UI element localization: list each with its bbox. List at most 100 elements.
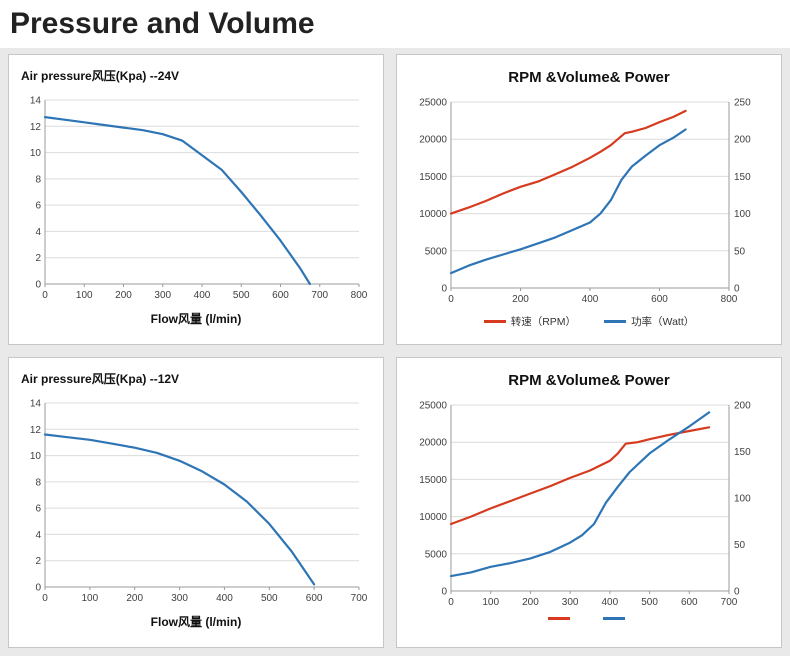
svg-text:10: 10	[30, 148, 42, 159]
svg-text:2: 2	[35, 556, 41, 567]
svg-text:15000: 15000	[419, 172, 447, 183]
svg-text:50: 50	[734, 540, 746, 551]
charts-grid: Air pressure风压(Kpa) --24V 0 2 4 6 8 10 12 14 0 10…	[0, 48, 790, 656]
chart-pressure-12v: 0 2 4 6 8 10 12 14 0 100 200 300 400 500 600 700	[30, 399, 368, 605]
svg-text:200: 200	[522, 597, 539, 608]
power-line-swatch	[604, 320, 627, 323]
power-line-swatch-12v	[603, 617, 625, 620]
legend-item-rpm: 转速（RPM）	[483, 314, 577, 329]
series-lines	[43, 116, 311, 286]
svg-text:0: 0	[42, 290, 48, 301]
svg-text:8: 8	[35, 477, 41, 488]
chart-pressure-24v: 0 2 4 6 8 10 12 14 0 100 200 300 400 500 600 700 800	[30, 96, 368, 302]
svg-text:200: 200	[734, 401, 751, 412]
svg-text:5000: 5000	[425, 246, 448, 257]
gridlines	[44, 99, 360, 287]
chart-title-rpm-power-12v: RPM &Volume& Power	[508, 372, 670, 389]
legend-rpm-power-12v	[405, 617, 773, 620]
svg-text:100: 100	[482, 597, 499, 608]
svg-text:100: 100	[734, 209, 751, 220]
axis-tick-labels: 0 2 4 6 8 10 12 14 0 100 200 300 400 500 600 700 800	[30, 96, 368, 302]
svg-text:15000: 15000	[419, 475, 447, 486]
svg-text:0: 0	[441, 284, 447, 295]
chart-rpm-power-24v: 0 5000 10000 15000 20000 25000 0 50 100 150 200 250…	[419, 98, 751, 306]
series-power-12v	[449, 411, 711, 578]
svg-text:700: 700	[721, 597, 738, 608]
svg-text:250: 250	[734, 98, 751, 109]
svg-text:400: 400	[194, 290, 211, 301]
svg-text:500: 500	[261, 593, 278, 604]
series-lines	[449, 109, 687, 275]
svg-text:0: 0	[734, 284, 740, 295]
panel-rpm-power-24v: RPM &Volume& Power 0 5000 10000 15000 20000 2…	[396, 54, 782, 345]
series-air-pressure-12v	[43, 433, 316, 586]
gridlines	[44, 402, 360, 590]
svg-text:500: 500	[233, 290, 250, 301]
series-power-24v	[449, 128, 687, 275]
svg-text:200: 200	[734, 135, 751, 146]
svg-text:800: 800	[721, 294, 738, 305]
series-lines	[449, 411, 711, 578]
svg-text:25000: 25000	[419, 98, 447, 109]
svg-text:0: 0	[448, 294, 454, 305]
axis-tick-labels: 0 5000 10000 15000 20000 25000 0 50 100 150 200 250…	[419, 98, 751, 306]
svg-text:600: 600	[681, 597, 698, 608]
svg-text:600: 600	[272, 290, 289, 301]
svg-text:100: 100	[734, 494, 751, 505]
svg-text:12: 12	[30, 122, 42, 133]
svg-text:10000: 10000	[419, 209, 447, 220]
svg-text:200: 200	[512, 294, 529, 305]
chart-title-pressure-12v: Air pressure风压(Kpa) --12V	[21, 372, 180, 386]
legend-item-rpm-12v	[548, 617, 575, 620]
chart-rpm-power-12v: 0 5000 10000 15000 20000 25000 0 50 100 150 200 0 10…	[419, 401, 751, 609]
series-rpm-12v	[449, 426, 711, 526]
svg-text:6: 6	[35, 201, 41, 212]
svg-text:300: 300	[562, 597, 579, 608]
gridlines	[450, 101, 730, 291]
svg-text:200: 200	[126, 593, 143, 604]
svg-text:0: 0	[42, 593, 48, 604]
svg-text:0: 0	[734, 587, 740, 598]
svg-text:200: 200	[115, 290, 132, 301]
svg-text:25000: 25000	[419, 401, 447, 412]
legend-label-rpm: 转速（RPM）	[510, 316, 577, 328]
legend-item-power: 功率（Watt）	[604, 314, 694, 329]
svg-text:150: 150	[734, 172, 751, 183]
svg-text:14: 14	[30, 96, 42, 107]
gridlines	[450, 404, 730, 594]
svg-text:5000: 5000	[425, 549, 448, 560]
chart-title-rpm-power-24v: RPM &Volume& Power	[508, 69, 670, 86]
svg-text:500: 500	[641, 597, 658, 608]
svg-text:700: 700	[311, 290, 328, 301]
svg-text:12: 12	[30, 425, 42, 436]
svg-text:400: 400	[582, 294, 599, 305]
svg-text:300: 300	[171, 593, 188, 604]
svg-text:400: 400	[602, 597, 619, 608]
series-lines	[43, 433, 316, 586]
series-rpm-24v	[449, 109, 687, 215]
svg-text:600: 600	[306, 593, 323, 604]
svg-text:800: 800	[351, 290, 368, 301]
svg-text:700: 700	[351, 593, 368, 604]
svg-text:0: 0	[35, 583, 41, 594]
svg-text:100: 100	[82, 593, 99, 604]
svg-text:10: 10	[30, 451, 42, 462]
rpm-line-swatch	[483, 320, 506, 323]
xaxis-label-pressure-24v: Flow风量 (l/min)	[150, 312, 242, 326]
xaxis-label-pressure-12v: Flow风量 (l/min)	[150, 615, 242, 629]
svg-text:4: 4	[35, 227, 41, 238]
axis-tick-labels: 0 5000 10000 15000 20000 25000 0 50 100 150 200 0 10…	[419, 401, 751, 609]
legend-item-power-12v	[603, 617, 630, 620]
svg-text:10000: 10000	[419, 512, 447, 523]
svg-text:2: 2	[35, 253, 41, 264]
panel-pressure-24v: Air pressure风压(Kpa) --24V 0 2 4 6 8 10 12 14 0 10…	[8, 54, 384, 345]
svg-text:6: 6	[35, 504, 41, 515]
svg-text:20000: 20000	[419, 438, 447, 449]
series-air-pressure-24v	[43, 116, 311, 286]
svg-text:0: 0	[35, 280, 41, 291]
svg-text:100: 100	[76, 290, 93, 301]
svg-text:400: 400	[216, 593, 233, 604]
panel-rpm-power-12v: RPM &Volume& Power 0 5000 10000 15000 20000 2…	[396, 357, 782, 648]
svg-text:8: 8	[35, 174, 41, 185]
